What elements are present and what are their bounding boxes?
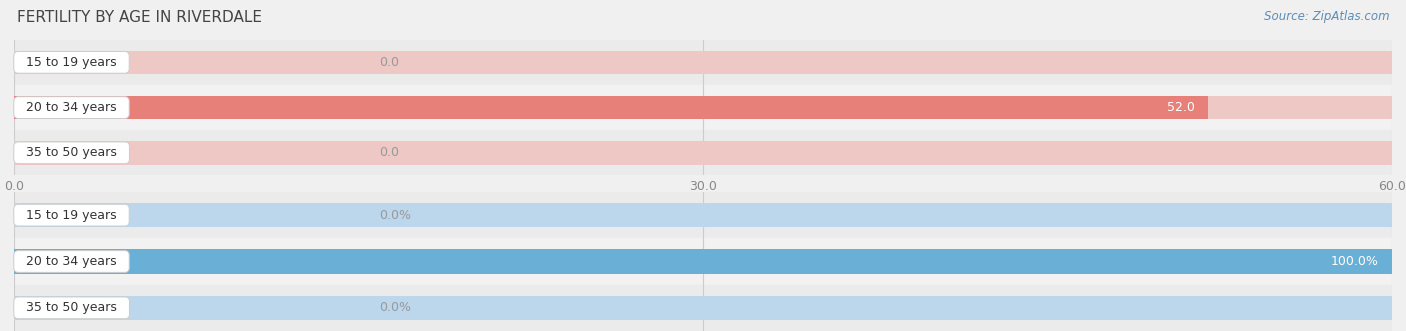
Text: 0.0%: 0.0% — [380, 301, 411, 314]
Bar — [14, 96, 1392, 119]
Text: 35 to 50 years: 35 to 50 years — [18, 301, 125, 314]
Bar — [14, 85, 1392, 130]
Bar — [14, 296, 1392, 320]
Text: 0.0: 0.0 — [380, 56, 399, 69]
Bar — [14, 250, 1392, 273]
Bar — [14, 96, 1208, 119]
Text: 0.0%: 0.0% — [380, 209, 411, 222]
Text: Source: ZipAtlas.com: Source: ZipAtlas.com — [1264, 10, 1389, 23]
Text: 52.0: 52.0 — [1167, 101, 1195, 114]
Text: 35 to 50 years: 35 to 50 years — [18, 146, 125, 159]
Bar — [14, 285, 1392, 331]
Bar — [14, 238, 1392, 285]
Bar — [14, 141, 1392, 165]
Text: 100.0%: 100.0% — [1330, 255, 1378, 268]
Text: 15 to 19 years: 15 to 19 years — [18, 209, 125, 222]
Text: 20 to 34 years: 20 to 34 years — [18, 101, 125, 114]
Bar — [14, 130, 1392, 175]
Bar — [14, 51, 1392, 74]
Bar — [14, 40, 1392, 85]
Text: 0.0: 0.0 — [380, 146, 399, 159]
Text: 15 to 19 years: 15 to 19 years — [18, 56, 125, 69]
Bar — [14, 250, 1392, 273]
Bar — [14, 203, 1392, 227]
Text: FERTILITY BY AGE IN RIVERDALE: FERTILITY BY AGE IN RIVERDALE — [17, 10, 262, 25]
Bar — [14, 192, 1392, 238]
Text: 20 to 34 years: 20 to 34 years — [18, 255, 125, 268]
